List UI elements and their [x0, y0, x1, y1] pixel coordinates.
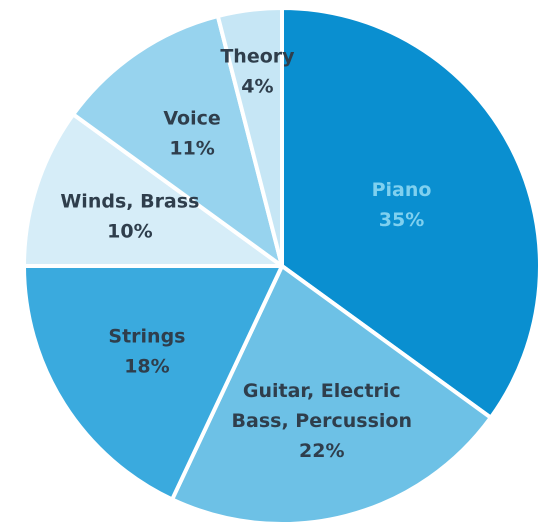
- pie-slices: [24, 8, 540, 524]
- slice-category-label: Strings: [108, 325, 185, 347]
- slice-category-label: Winds, Brass: [60, 190, 199, 212]
- slice-value-label: 22%: [299, 439, 344, 461]
- slice-category-label: Theory: [220, 45, 295, 67]
- slice-value-label: 4%: [241, 75, 273, 97]
- slice-category-label: Voice: [163, 107, 220, 129]
- slice-category-label: Piano: [372, 179, 432, 201]
- slice-value-label: 11%: [169, 137, 214, 159]
- slice-value-label: 10%: [107, 220, 152, 242]
- slice-category-label: Bass, Percussion: [232, 409, 412, 431]
- slice-category-label: Guitar, Electric: [243, 379, 401, 401]
- slice-value-label: 35%: [379, 209, 424, 231]
- slice-value-label: 18%: [124, 355, 169, 377]
